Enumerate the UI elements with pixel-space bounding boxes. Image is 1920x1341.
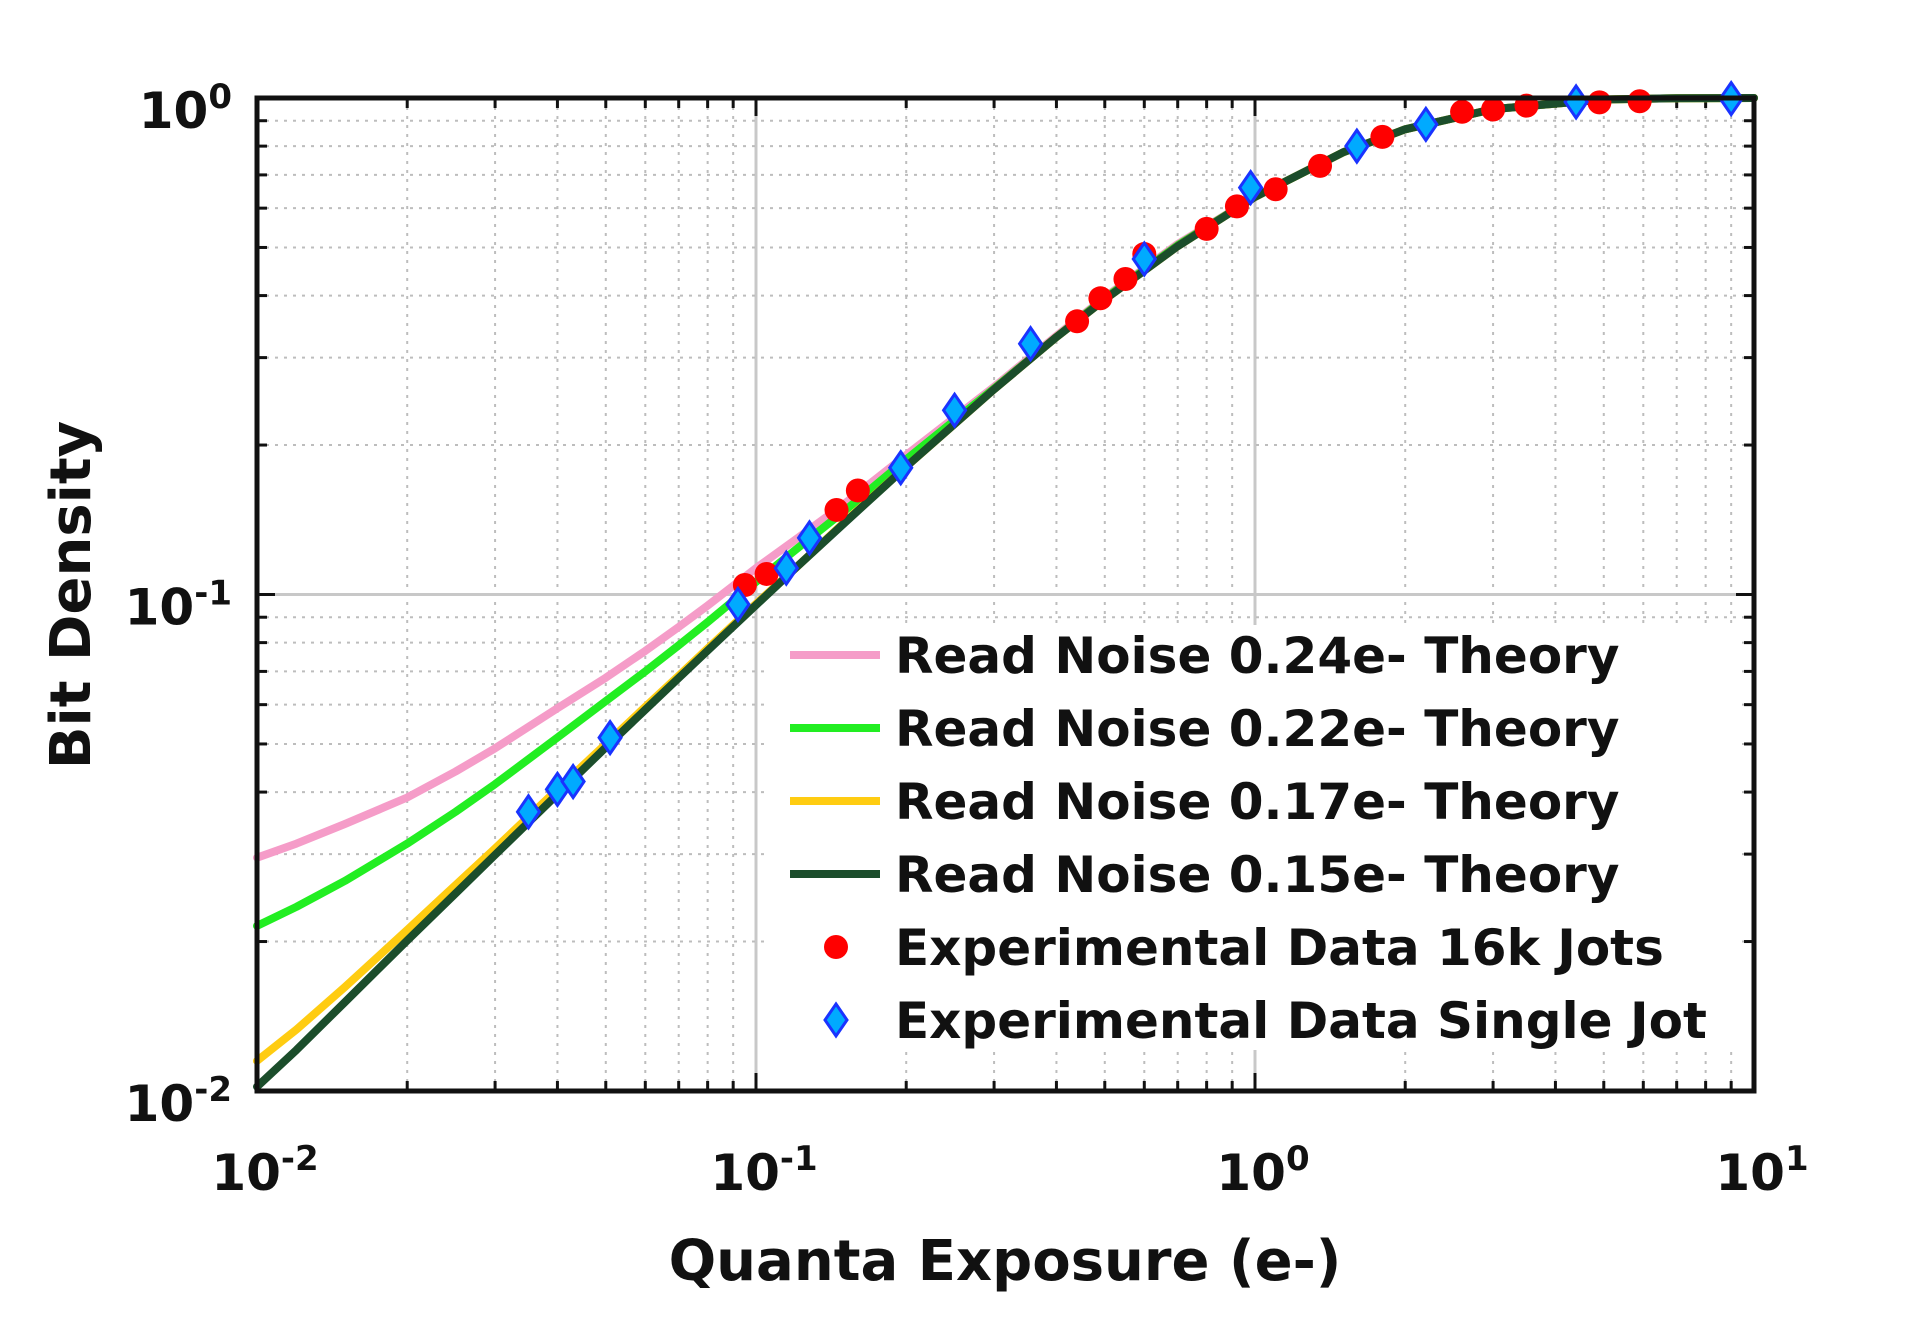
x-tick-label: 10-2 [211, 1139, 318, 1202]
data-point-16k-jots [1224, 194, 1249, 219]
data-point-16k-jots [824, 497, 849, 522]
data-point-16k-jots [1308, 153, 1333, 178]
y-tick-label: 100 [139, 77, 232, 140]
x-axis-title: Quanta Exposure (e-) [669, 1229, 1342, 1294]
data-point-single-jot [1237, 168, 1264, 207]
data-point-16k-jots [1113, 266, 1138, 291]
data-point-single-jot [941, 391, 968, 429]
data-point-single-jot [1413, 105, 1439, 143]
data-point-single-jot [796, 519, 823, 557]
data-point-16k-jots [1370, 124, 1395, 149]
data-point-single-jot [560, 762, 586, 801]
plot-frame [254, 95, 1757, 1094]
y-tick-label: 10-1 [125, 574, 232, 637]
data-point-single-jot [773, 549, 800, 587]
data-point-16k-jots [845, 478, 870, 503]
legend-label: Read Noise 0.17e- Theory [895, 773, 1619, 831]
y-axis-title: Bit Density [39, 421, 104, 769]
y-tick-labels: 10-2 10-1 100 [125, 77, 232, 1133]
legend-label: Read Noise 0.15e- Theory [895, 846, 1619, 904]
legend-box [770, 625, 1740, 1050]
x-tick-labels: 10-2 10-1 100 101 [211, 1139, 1808, 1202]
legend-label: Read Noise 0.22e- Theory [895, 700, 1619, 758]
legend-circle-marker [824, 935, 848, 959]
legend: Read Noise 0.24e- Theory Read Noise 0.22e… [770, 625, 1740, 1050]
data-point-single-jot [887, 449, 914, 487]
data-point-single-jot [515, 793, 542, 831]
data-point-16k-jots [1065, 309, 1090, 334]
x-tick-label: 10-1 [710, 1139, 817, 1202]
data-point-16k-jots [1481, 97, 1506, 122]
data-point-single-jot [1344, 127, 1370, 165]
legend-diamond-marker [823, 1001, 849, 1039]
x-tick-label: 100 [1216, 1139, 1309, 1202]
data-point-16k-jots [1627, 89, 1652, 114]
data-point-single-jot [597, 718, 623, 757]
data-point-16k-jots [1088, 286, 1113, 311]
legend-label: Experimental Data Single Jot [895, 992, 1707, 1050]
series-layer [253, 80, 1758, 1091]
x-tick-label: 101 [1715, 1139, 1808, 1202]
data-point-single-jot [1017, 325, 1044, 363]
data-point-single-jot [1131, 240, 1158, 278]
data-point-16k-jots [1194, 216, 1219, 241]
data-point-16k-jots [1587, 90, 1612, 115]
legend-label: Experimental Data 16k Jots [895, 919, 1664, 977]
series-line [253, 94, 1758, 1091]
data-point-single-jot [725, 585, 751, 624]
y-tick-label: 10-2 [125, 1070, 232, 1133]
data-point-16k-jots [1263, 177, 1288, 202]
data-point-16k-jots [754, 561, 779, 586]
data-point-16k-jots [1450, 99, 1475, 124]
legend-label: Read Noise 0.24e- Theory [895, 627, 1619, 685]
